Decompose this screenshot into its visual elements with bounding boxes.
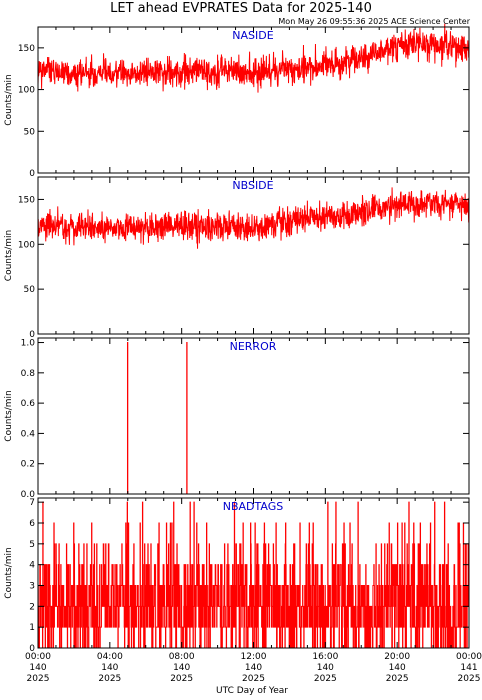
x-axis-label: UTC Day of Year	[216, 686, 288, 696]
panel-nbside: 0 50 100 150 Counts/min NBSIDE	[4, 176, 470, 340]
y-tick-label: 4	[29, 561, 35, 571]
y-tick-label: 2	[29, 602, 35, 612]
x-tick-label-year: 2025	[386, 674, 409, 684]
x-tick-label-doy: 140	[389, 663, 406, 673]
panel-nerror: 0.0 0.2 0.4 0.6 0.8 1.0 Counts/min NERROR	[4, 337, 470, 500]
x-tick-label-time: 04:00	[97, 652, 123, 662]
x-tick-label-year: 2025	[170, 674, 193, 684]
x-tick-label-doy: 141	[460, 663, 477, 673]
y-axis-label: Counts/min	[4, 230, 14, 281]
x-tick-label-year: 2025	[458, 674, 481, 684]
y-tick-label: 0.0	[21, 490, 36, 500]
y-tick-label: 3	[29, 582, 35, 592]
y-tick-label: 100	[18, 240, 35, 250]
y-tick-label: 6	[29, 519, 35, 529]
panel-label: NERROR	[230, 340, 277, 353]
x-tick-label-doy: 140	[29, 663, 46, 673]
series-line	[37, 187, 470, 249]
y-tick-label: 1.0	[21, 339, 36, 349]
y-tick-label: 0	[29, 330, 35, 340]
panel-nbadtags: 0 1 2 3 4 5 6 7 Counts/min NBADTAGS	[4, 497, 470, 654]
x-tick-label-doy: 140	[245, 663, 262, 673]
x-tick-label-doy: 140	[173, 663, 190, 673]
y-tick-label: 150	[18, 195, 35, 205]
x-tick-label-doy: 140	[317, 663, 334, 673]
x-tick-label-time: 08:00	[169, 652, 195, 662]
panel-frame	[37, 337, 470, 495]
y-tick-label: 0.2	[21, 460, 35, 470]
y-axis-label: Counts/min	[4, 390, 14, 441]
y-axis-label: Counts/min	[4, 547, 14, 598]
y-tick-label: 150	[18, 44, 35, 54]
y-tick-label: 0.4	[21, 429, 36, 439]
series-line	[38, 342, 469, 495]
y-tick-label: 100	[18, 86, 35, 96]
x-tick-label-year: 2025	[27, 674, 50, 684]
x-tick-label-year: 2025	[98, 674, 121, 684]
x-tick-label-doy: 140	[101, 663, 118, 673]
x-tick-label-time: 12:00	[241, 652, 267, 662]
y-tick-label: 0.8	[21, 369, 36, 379]
y-tick-label: 1	[29, 623, 35, 633]
x-tick-label-time: 00:00	[456, 652, 482, 662]
series-line	[37, 501, 469, 649]
y-tick-label: 50	[24, 127, 36, 137]
y-axis-label: Counts/min	[4, 74, 14, 125]
series-line	[37, 23, 470, 93]
panel-naside: 0 50 100 150 Counts/min NASIDE	[4, 23, 470, 179]
x-tick-label-time: 00:00	[25, 652, 51, 662]
y-tick-label: 0.6	[21, 399, 36, 409]
panel-label: NBSIDE	[232, 179, 273, 192]
y-tick-label: 7	[29, 498, 35, 508]
y-tick-label: 5	[29, 540, 35, 550]
x-axis-ticks: 00:00140202504:00140202508:00140202512:0…	[25, 652, 482, 684]
panel-label: NASIDE	[232, 29, 273, 42]
x-tick-label-year: 2025	[314, 674, 337, 684]
x-tick-label-time: 16:00	[312, 652, 338, 662]
figure-title: LET ahead EVPRATES Data for 2025-140	[110, 1, 372, 16]
y-tick-label: 0	[29, 169, 35, 179]
x-tick-label-time: 20:00	[384, 652, 410, 662]
x-tick-label-year: 2025	[242, 674, 265, 684]
y-tick-label: 50	[24, 285, 36, 295]
timestamp-label: Mon May 26 09:55:36 2025 ACE Science Cen…	[278, 17, 470, 26]
y-tick-label: 0	[29, 644, 35, 654]
panel-label: NBADTAGS	[223, 500, 283, 513]
